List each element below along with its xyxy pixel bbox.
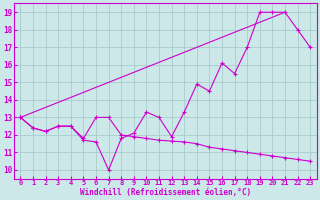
X-axis label: Windchill (Refroidissement éolien,°C): Windchill (Refroidissement éolien,°C) bbox=[80, 188, 251, 197]
